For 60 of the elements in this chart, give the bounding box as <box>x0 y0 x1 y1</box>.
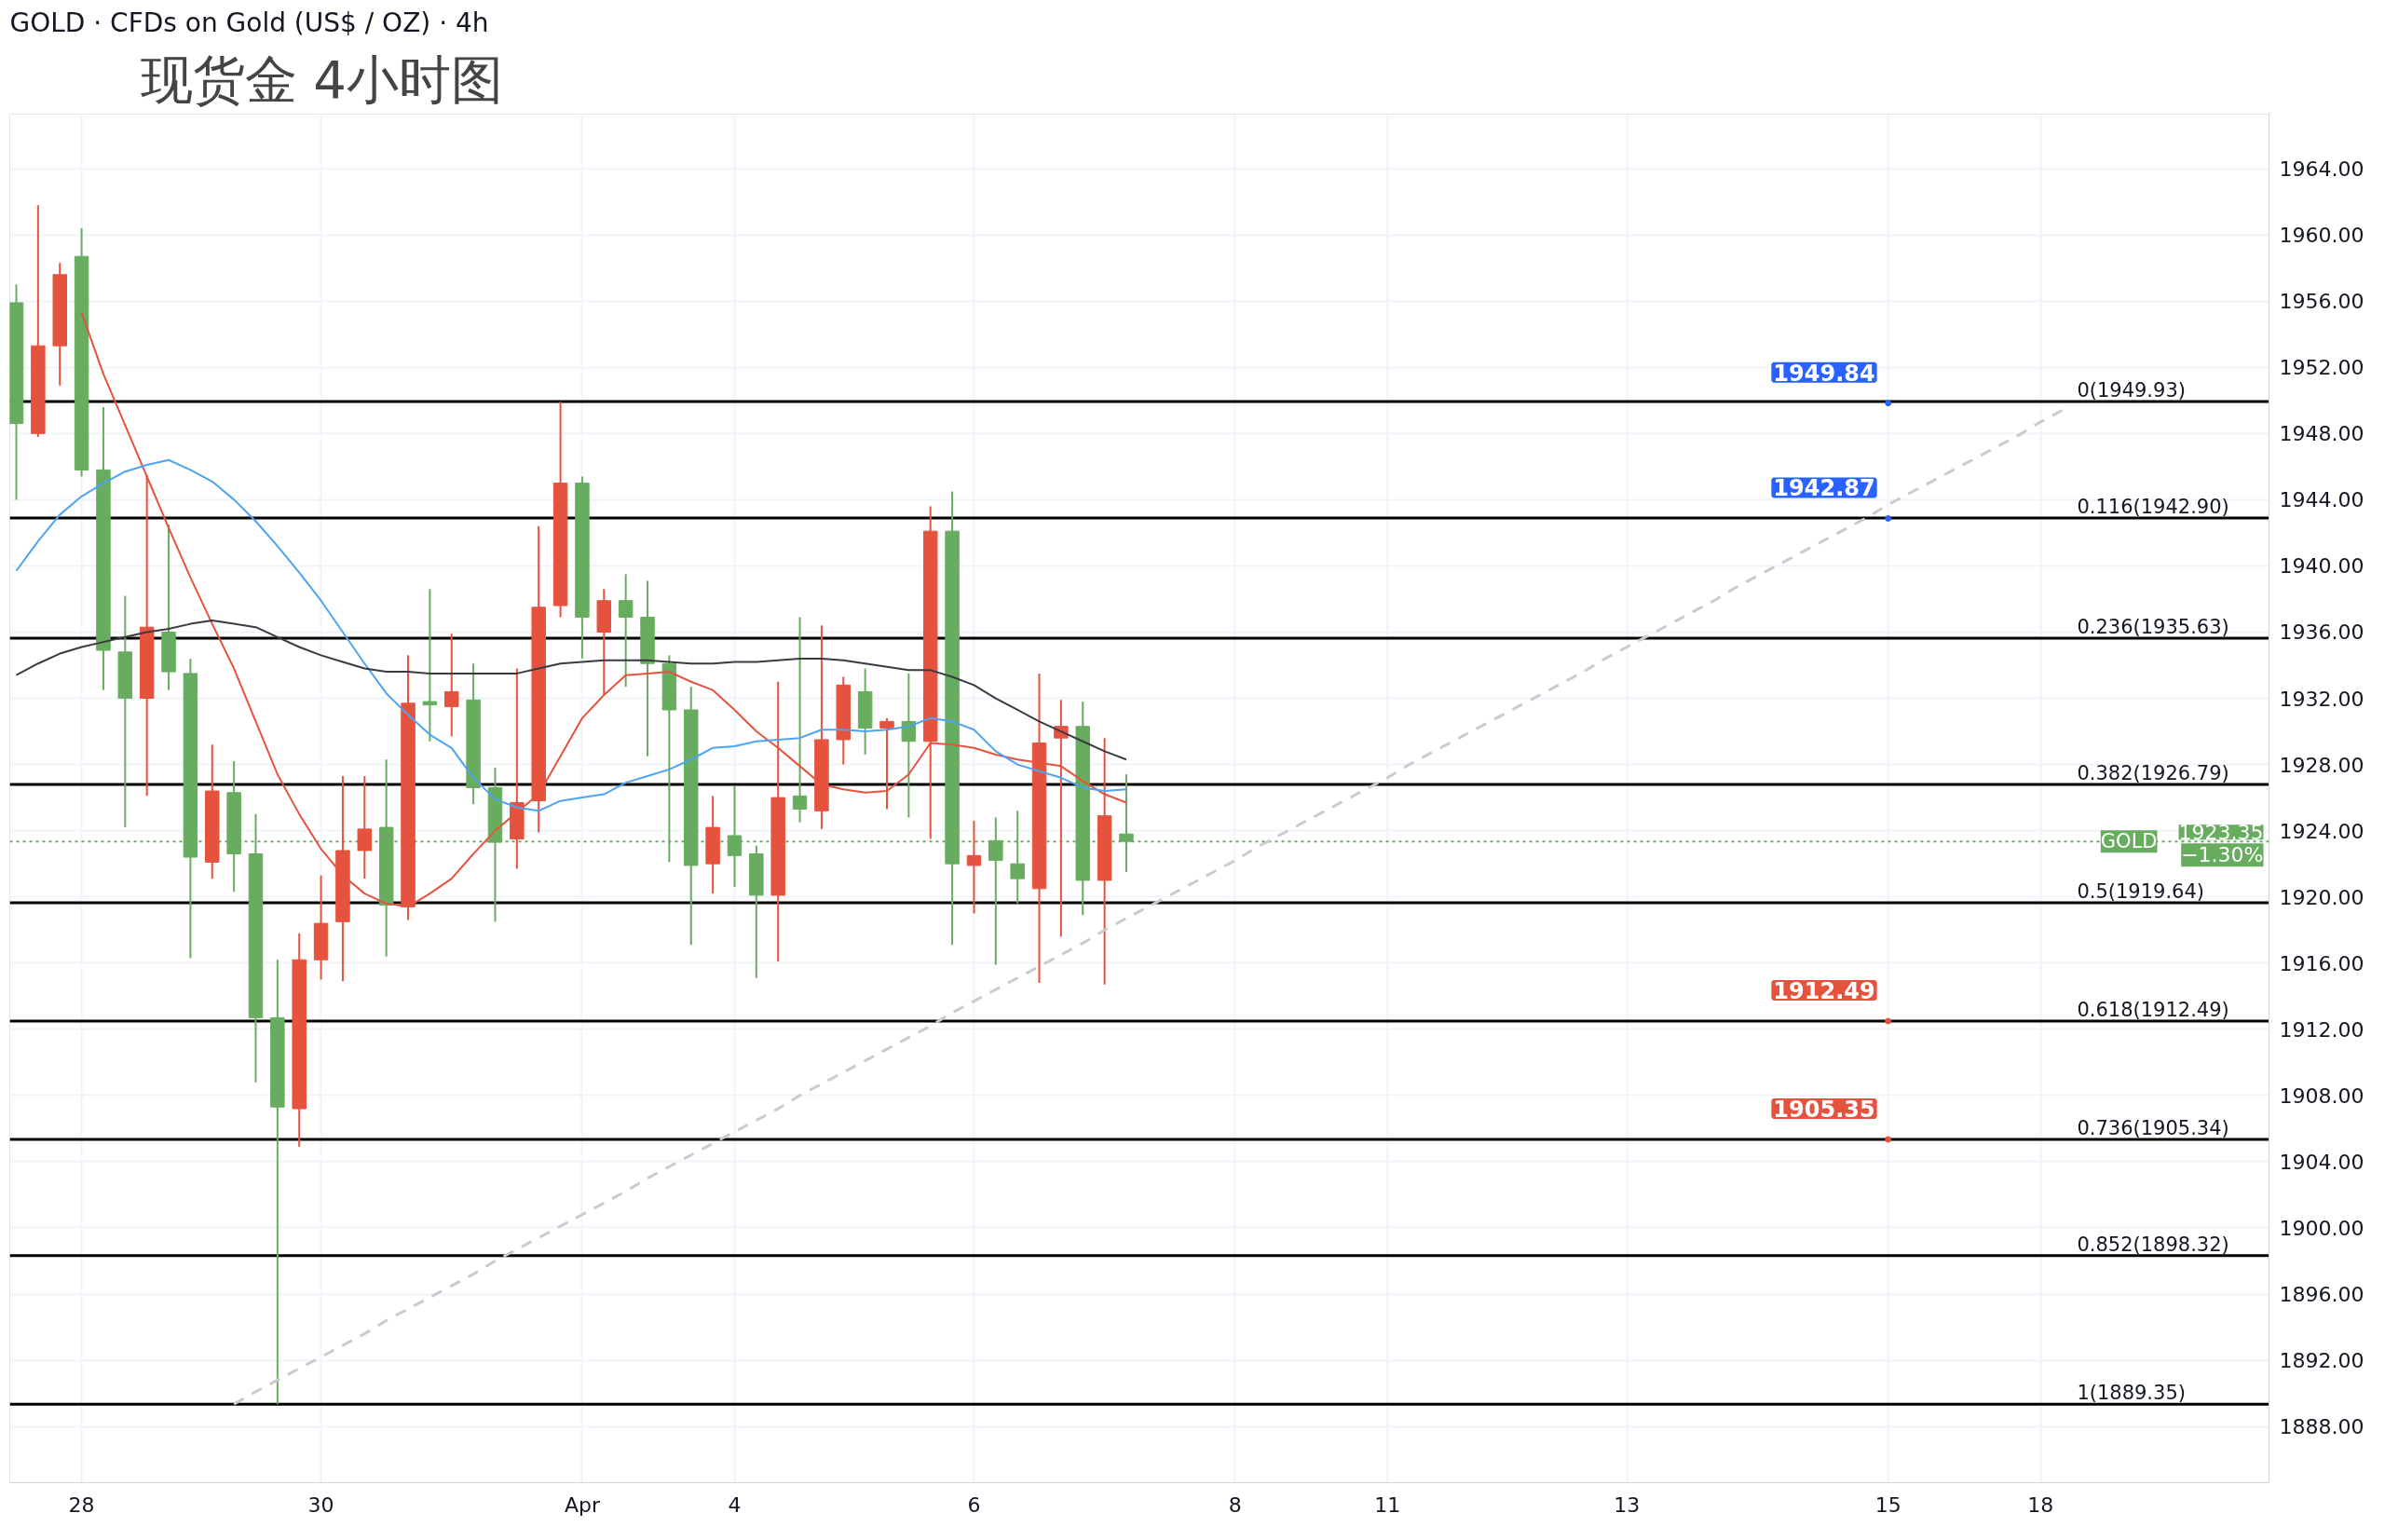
y-tick-label: 1896.00 <box>2279 1283 2365 1306</box>
ref-line-label: 1(1889.35) <box>2077 1382 2186 1405</box>
x-tick-label: 30 <box>307 1492 334 1517</box>
line-series <box>232 408 2065 1406</box>
candlestick <box>618 573 634 688</box>
annotation: 1923.35 <box>2178 821 2264 845</box>
line-series <box>15 620 1127 761</box>
candlestick <box>422 588 438 743</box>
ref-line-label: GOLD <box>2100 830 2158 853</box>
line-series <box>15 458 1127 812</box>
candlestick <box>357 775 373 880</box>
y-tick-label: 1940.00 <box>2279 554 2365 579</box>
annotation: 1949.84 <box>1773 360 1875 387</box>
x-tick-label: 13 <box>1614 1492 1641 1517</box>
x-tick-label: Apr <box>564 1492 601 1517</box>
candlestick <box>444 633 459 738</box>
x-tick-label: 28 <box>68 1492 95 1517</box>
y-tick-label: 1892.00 <box>2279 1349 2365 1373</box>
y-tick-label: 1928.00 <box>2279 753 2365 777</box>
ref-line-label: 0.618(1912.49) <box>2077 999 2229 1022</box>
y-tick-label: 1912.00 <box>2279 1017 2365 1042</box>
candlestick <box>879 716 894 811</box>
x-tick-label: 4 <box>728 1492 742 1517</box>
x-tick-label: 15 <box>1874 1492 1901 1517</box>
chart-title: GOLD · CFDs on Gold (US$ / OZ) · 4h <box>9 7 489 38</box>
ref-line-label: 0.116(1942.90) <box>2077 495 2229 518</box>
y-tick-label: 1904.00 <box>2279 1150 2365 1174</box>
annotation: 1912.49 <box>1773 978 1875 1005</box>
annotation: −1.30% <box>2181 843 2264 867</box>
ref-line-label: 0(1949.93) <box>2077 379 2186 402</box>
x-tick-label: 18 <box>2027 1492 2054 1517</box>
y-tick-label: 1960.00 <box>2279 224 2365 248</box>
y-tick-label: 1952.00 <box>2279 356 2365 380</box>
candlestick <box>966 819 982 915</box>
ref-line-label: 0.5(1919.64) <box>2077 880 2204 904</box>
y-tick-label: 1916.00 <box>2279 951 2365 975</box>
y-tick-label: 1888.00 <box>2279 1415 2365 1439</box>
candlestick <box>792 616 808 824</box>
ref-line-label: 0.382(1926.79) <box>2077 762 2229 785</box>
y-tick-label: 1924.00 <box>2279 819 2365 843</box>
annotation: 1905.35 <box>1773 1096 1875 1123</box>
annotation: 1942.87 <box>1773 475 1875 502</box>
y-tick-label: 1964.00 <box>2279 157 2365 182</box>
ref-line-label: 0.852(1898.32) <box>2077 1233 2229 1256</box>
x-tick-label: 11 <box>1374 1492 1401 1517</box>
ref-line-label: 0.236(1935.63) <box>2077 616 2229 639</box>
y-tick-label: 1900.00 <box>2279 1216 2365 1240</box>
candlestick <box>901 672 917 819</box>
x-tick-label: 8 <box>1228 1492 1242 1517</box>
x-tick-label: 6 <box>967 1492 981 1517</box>
y-tick-label: 1908.00 <box>2279 1083 2365 1108</box>
y-tick-label: 1920.00 <box>2279 885 2365 909</box>
ref-line-label: 0.736(1905.34) <box>2077 1117 2229 1140</box>
y-tick-label: 1936.00 <box>2279 620 2365 645</box>
y-tick-label: 1956.00 <box>2279 290 2365 314</box>
chart-subtitle: 现货金 4小时图 <box>140 48 503 110</box>
y-tick-label: 1948.00 <box>2279 422 2365 446</box>
y-tick-label: 1932.00 <box>2279 687 2365 711</box>
y-tick-label: 1944.00 <box>2279 488 2365 512</box>
candlestick <box>510 667 525 870</box>
